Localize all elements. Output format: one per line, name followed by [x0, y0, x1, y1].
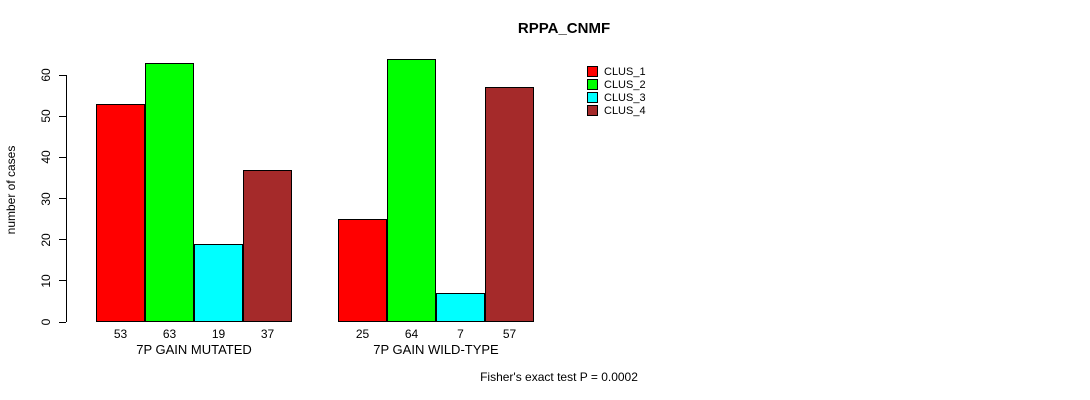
chart-title: RPPA_CNMF — [517, 20, 611, 37]
legend-swatch-icon — [587, 79, 598, 90]
category-label: 7P GAIN MUTATED — [136, 342, 252, 357]
category-label: 7P GAIN WILD-TYPE — [373, 342, 499, 357]
legend-item-clus_2: CLUS_2 — [587, 78, 646, 91]
y-axis-tick-label: 30 — [39, 191, 53, 206]
bar-clus_4-1 — [243, 169, 292, 322]
y-axis-tick-mark — [59, 156, 66, 158]
bar-value-label: 57 — [502, 327, 517, 341]
legend-label: CLUS_2 — [604, 78, 646, 91]
y-axis-tick-mark — [59, 198, 66, 199]
y-axis-tick-mark — [59, 115, 66, 117]
legend-swatch-icon — [587, 105, 598, 116]
legend-item-clus_3: CLUS_3 — [587, 91, 646, 104]
bar-clus_1-2 — [338, 219, 387, 322]
y-axis-tick-mark — [59, 280, 66, 282]
y-axis-label: number of cases — [4, 145, 18, 235]
y-axis-tick-label: 20 — [39, 232, 53, 247]
bar-value-label: 37 — [260, 327, 275, 341]
legend-label: CLUS_3 — [604, 91, 646, 104]
y-axis-line — [66, 75, 67, 322]
y-axis-tick-mark — [59, 239, 66, 241]
bar-value-label: 7 — [457, 327, 464, 341]
bar-value-label: 53 — [113, 327, 128, 341]
bar-clus_2-2 — [387, 58, 436, 322]
legend-label: CLUS_4 — [604, 104, 646, 117]
y-axis-tick-label: 0 — [39, 318, 53, 326]
bar-value-label: 63 — [162, 327, 177, 341]
bar-value-label: 19 — [211, 327, 226, 341]
legend-item-clus_4: CLUS_4 — [587, 104, 646, 117]
legend-swatch-icon — [587, 66, 598, 77]
legend-swatch-icon — [587, 92, 598, 103]
legend-item-clus_1: CLUS_1 — [587, 65, 646, 78]
bar-clus_3-1 — [194, 243, 243, 322]
bar-clus_3-2 — [436, 293, 485, 322]
y-axis-tick-label: 60 — [39, 68, 53, 82]
bar-value-label: 64 — [404, 327, 419, 341]
bar-clus_4-2 — [485, 87, 534, 322]
y-axis-tick-label: 40 — [39, 150, 53, 165]
bar-clus_1-1 — [96, 103, 145, 322]
fisher-test-annotation: Fisher's exact test P = 0.0002 — [480, 370, 638, 384]
bar-clus_2-1 — [145, 62, 194, 322]
legend-label: CLUS_1 — [604, 65, 646, 78]
y-axis-tick-mark — [59, 74, 66, 76]
bar-value-label: 25 — [355, 327, 370, 341]
y-axis-tick-label: 50 — [39, 109, 53, 123]
y-axis-tick-mark — [59, 321, 66, 323]
legend: CLUS_1 CLUS_2 CLUS_3 CLUS_4 — [587, 65, 646, 117]
y-axis-tick-label: 10 — [39, 274, 53, 288]
